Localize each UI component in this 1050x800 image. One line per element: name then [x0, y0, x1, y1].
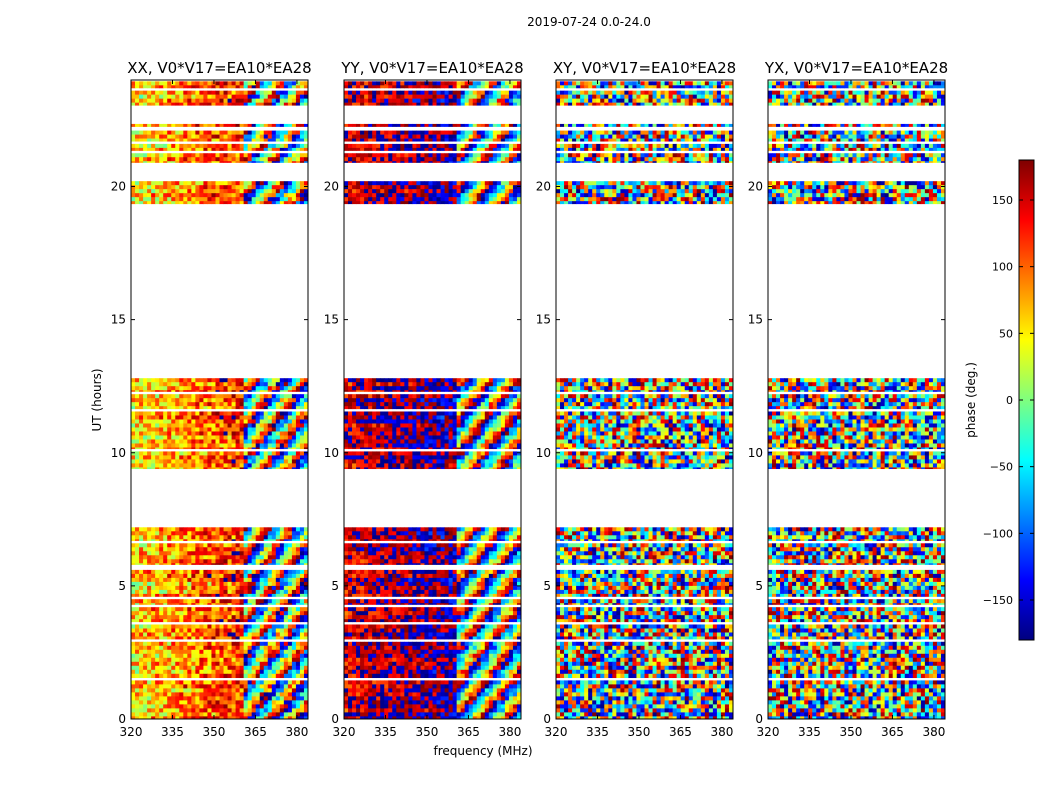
- panel-title: XY, V0*V17=EA10*EA28: [553, 59, 736, 77]
- y-tick-label: 15: [748, 313, 763, 327]
- y-tick-label: 15: [324, 313, 339, 327]
- phase-heatmap: [556, 81, 733, 719]
- x-tick-label: 320: [333, 725, 356, 739]
- x-tick-label: 335: [374, 725, 397, 739]
- y-tick-label: 5: [543, 579, 551, 593]
- y-tick-label: 0: [118, 712, 126, 726]
- colorbar-tick-label: 150: [992, 194, 1013, 207]
- y-tick-label: 15: [111, 313, 126, 327]
- x-tick-label: 335: [586, 725, 609, 739]
- colorbar-tick-label: −150: [983, 594, 1013, 607]
- phase-heatmap: [344, 81, 521, 719]
- x-tick-label: 365: [457, 725, 480, 739]
- y-tick-label: 0: [755, 712, 763, 726]
- panel-title: YX, V0*V17=EA10*EA28: [764, 59, 948, 77]
- panel-0: XX, V0*V17=EA10*EA28 320 335 350 365 380 0 5 10 1…: [111, 59, 312, 739]
- x-tick-label: 350: [628, 725, 651, 739]
- x-axis-label: frequency (MHz): [433, 744, 532, 758]
- y-tick-label: 5: [755, 579, 763, 593]
- phase-heatmap: [131, 81, 308, 719]
- panel-frame: [767, 79, 946, 720]
- phase-heatmap: [768, 81, 945, 719]
- y-tick-label: 20: [536, 180, 551, 194]
- x-tick-label: 335: [161, 725, 184, 739]
- x-tick-label: 335: [798, 725, 821, 739]
- x-tick-label: 320: [545, 725, 568, 739]
- suptitle: 2019-07-24 0.0-24.0: [527, 15, 651, 29]
- x-tick-label: 320: [120, 725, 143, 739]
- y-tick-label: 10: [536, 446, 551, 460]
- x-tick-label: 350: [840, 725, 863, 739]
- x-tick-label: 380: [922, 725, 945, 739]
- x-tick-label: 380: [710, 725, 733, 739]
- panel-1: YY, V0*V17=EA10*EA28 320 335 350 365 380 0 5 10 1…: [324, 59, 524, 739]
- panel-3: YX, V0*V17=EA10*EA28 320 335 350 365 380 0 5 10 1…: [748, 59, 948, 739]
- panel-frame: [555, 79, 734, 720]
- colorbar-tick-label: −100: [983, 527, 1013, 540]
- colorbar-tick-label: 0: [1006, 394, 1013, 407]
- x-tick-label: 365: [244, 725, 267, 739]
- y-tick-label: 0: [543, 712, 551, 726]
- y-tick-label: 10: [748, 446, 763, 460]
- colorbar-tick-label: 50: [999, 327, 1013, 340]
- y-tick-label: 15: [536, 313, 551, 327]
- x-tick-label: 365: [669, 725, 692, 739]
- y-tick-label: 0: [331, 712, 339, 726]
- panel-frame: [130, 79, 309, 720]
- x-tick-label: 320: [757, 725, 780, 739]
- x-tick-label: 380: [285, 725, 308, 739]
- colorbar-gradient: [1019, 160, 1034, 640]
- colorbar-label: phase (deg.): [964, 362, 978, 438]
- y-tick-label: 20: [111, 180, 126, 194]
- x-tick-label: 365: [881, 725, 904, 739]
- panels: XX, V0*V17=EA10*EA28 320 335 350 365 380 0 5 10 1…: [111, 59, 948, 739]
- y-tick-label: 20: [324, 180, 339, 194]
- colorbar-tick-label: −50: [990, 461, 1013, 474]
- panel-2: XY, V0*V17=EA10*EA28 320 335 350 365 380 0 5 10 1…: [536, 59, 736, 739]
- panel-title: XX, V0*V17=EA10*EA28: [127, 59, 311, 77]
- x-tick-label: 380: [498, 725, 521, 739]
- y-axis-label: UT (hours): [90, 368, 104, 431]
- x-tick-label: 350: [416, 725, 439, 739]
- colorbar: −150 −100 −50 0 50 100 150: [983, 159, 1035, 641]
- panel-title: YY, V0*V17=EA10*EA28: [340, 59, 523, 77]
- y-tick-label: 5: [118, 579, 126, 593]
- x-tick-label: 350: [203, 725, 226, 739]
- colorbar-tick-label: 100: [992, 261, 1013, 274]
- y-tick-label: 5: [331, 579, 339, 593]
- panel-frame: [343, 79, 522, 720]
- y-tick-label: 10: [324, 446, 339, 460]
- y-tick-label: 20: [748, 180, 763, 194]
- y-tick-label: 10: [111, 446, 126, 460]
